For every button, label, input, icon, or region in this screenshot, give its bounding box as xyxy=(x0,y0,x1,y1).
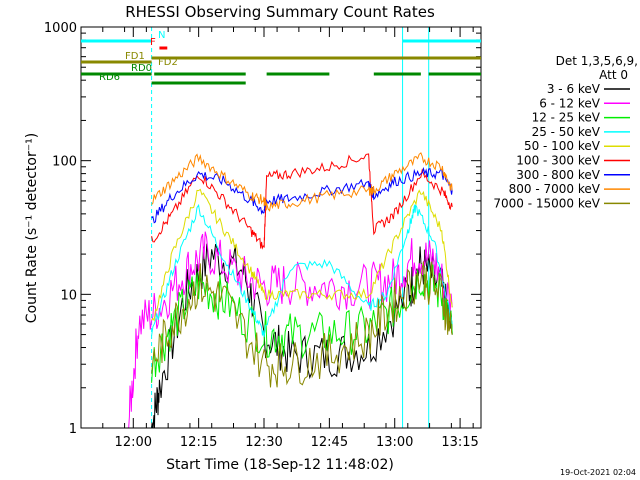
series-line-6 xyxy=(151,166,453,224)
overlays xyxy=(151,27,482,428)
x-tick-label-5: 13:15 xyxy=(441,435,478,450)
legend-label-5: 100 - 300 keV xyxy=(516,154,600,168)
series-line-0 xyxy=(151,243,453,429)
series-layer xyxy=(127,152,453,429)
legend-label-2: 12 - 25 keV xyxy=(532,111,601,125)
legend-label-0: 3 - 6 keV xyxy=(547,82,601,96)
flag-label-n: N xyxy=(158,30,165,41)
legend-label-6: 300 - 800 keV xyxy=(516,168,600,182)
footer-timestamp: 19-Oct-2021 02:04 xyxy=(560,468,636,477)
x-axis-label: Start Time (18-Sep-12 11:48:02) xyxy=(166,457,394,473)
series-line-7 xyxy=(151,152,453,212)
plot-frame xyxy=(80,26,482,429)
legend-label-4: 50 - 100 keV xyxy=(524,139,601,153)
series-line-4 xyxy=(151,188,453,322)
series-line-3 xyxy=(151,203,453,338)
y-axis-label: Count Rate (s⁻¹ detector⁻¹) xyxy=(24,133,40,323)
y-tick-label-0: 1 xyxy=(69,422,77,437)
legend-label-8: 7000 - 15000 keV xyxy=(493,196,600,210)
legend-label-7: 800 - 7000 keV xyxy=(509,182,601,196)
x-tick-label-0: 12:00 xyxy=(115,435,152,450)
series-line-1 xyxy=(127,231,453,429)
series-line-8 xyxy=(151,261,453,388)
x-tick-label-4: 13:00 xyxy=(376,435,413,450)
x-tick-label-2: 12:30 xyxy=(245,435,282,450)
legend-label-3: 25 - 50 keV xyxy=(532,125,601,139)
flags-layer: NF FD1 FD2 RD0 RD6 xyxy=(81,30,481,85)
y-tick-label-2: 100 xyxy=(52,155,77,170)
legend-title: Det 1,3,5,6,9, xyxy=(556,54,638,68)
flag-label-fd2: FD2 xyxy=(158,57,178,68)
chart-title: RHESSI Observing Summary Count Rates xyxy=(125,3,435,21)
flag-label-rd6: RD6 xyxy=(99,72,120,83)
flag-label-f: F xyxy=(150,37,156,48)
x-tick-label-3: 12:45 xyxy=(311,435,348,450)
legend-subtitle: Att 0 xyxy=(599,68,628,82)
y-tick-label-1: 10 xyxy=(60,288,77,303)
flag-label-rd0: RD0 xyxy=(131,63,152,74)
flag-label-fd1: FD1 xyxy=(125,51,145,62)
legend-label-1: 6 - 12 keV xyxy=(539,96,601,110)
x-tick-label-1: 12:15 xyxy=(180,435,217,450)
ticks-layer: 12:00 12:15 12:30 12:45 13:00 13:15 1 10 100 1000 xyxy=(44,21,481,450)
y-tick-label-3: 1000 xyxy=(44,21,77,36)
series-line-5 xyxy=(151,153,453,250)
